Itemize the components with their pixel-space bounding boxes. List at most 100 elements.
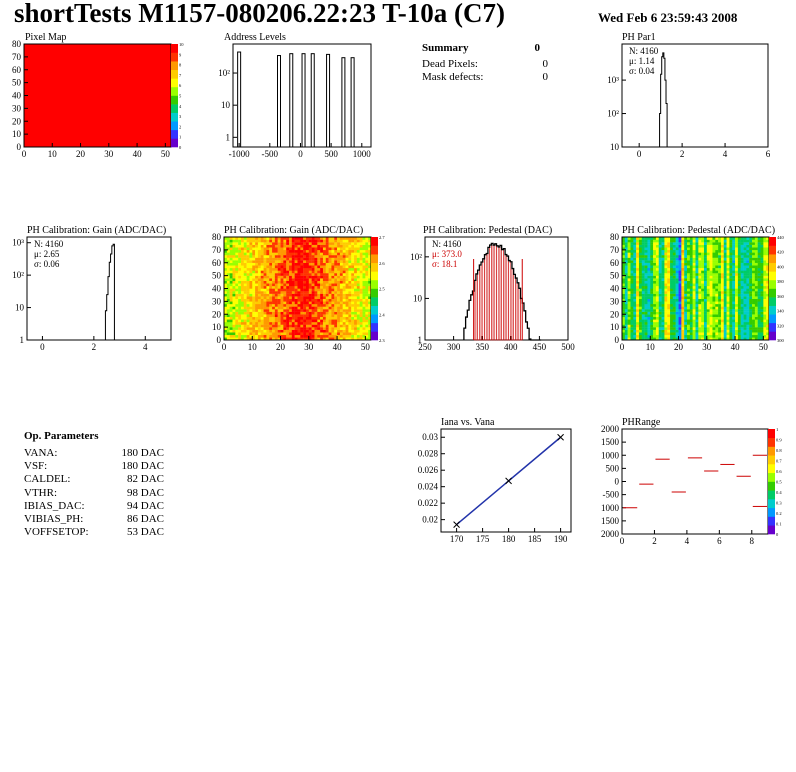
heatmap-cell — [266, 303, 270, 307]
heatmap-cell — [339, 334, 343, 338]
heatmap-cell — [294, 298, 298, 302]
heatmap-cell — [294, 239, 298, 243]
colorbar-label: 10 — [179, 42, 184, 47]
heatmap-cell — [678, 247, 682, 251]
heatmap-cell — [622, 280, 626, 284]
heatmap-cell — [365, 237, 369, 240]
heatmap-cell — [226, 324, 230, 328]
heatmap-cell — [749, 306, 753, 310]
heatmap-cell — [317, 327, 321, 330]
heatmap-cell — [636, 334, 640, 338]
heatmap-cell — [653, 306, 657, 310]
heatmap-cell — [630, 273, 634, 276]
heatmap-cell — [269, 327, 273, 330]
heatmap-cell — [695, 311, 699, 315]
heatmap-cell — [289, 306, 293, 310]
heatmap-cell — [655, 301, 659, 305]
heatmap-cell — [706, 239, 710, 243]
y-tick-label: 10² — [218, 68, 230, 78]
heatmap-cell — [263, 306, 267, 310]
heatmap-cell — [729, 288, 733, 292]
heatmap-cell — [249, 296, 253, 299]
heatmap-cell — [749, 303, 753, 307]
heatmap-cell — [703, 270, 708, 274]
heatmap-cell — [322, 278, 326, 281]
heatmap-cell — [277, 332, 281, 336]
heatmap-cell — [698, 278, 702, 281]
heatmap-cell — [650, 247, 654, 251]
heatmap-cell — [624, 267, 628, 271]
heatmap-cell — [749, 327, 753, 330]
heatmap-cell — [274, 291, 278, 294]
heatmap-cell — [653, 237, 657, 240]
heatmap-cell — [308, 309, 312, 312]
heatmap-cell — [701, 296, 705, 299]
heatmap-cell — [272, 252, 276, 256]
heatmap-cell — [684, 337, 688, 341]
heatmap-cell — [322, 260, 326, 263]
heatmap-cell — [763, 296, 767, 299]
stat-label: μ: 2.65 — [34, 249, 60, 259]
heatmap-cell — [362, 288, 366, 292]
heatmap-cell — [701, 239, 705, 243]
heatmap-cell — [667, 293, 671, 297]
heatmap-cell — [297, 260, 301, 263]
heatmap-cell — [269, 252, 273, 256]
heatmap-cell — [331, 298, 335, 302]
heatmap-cell — [331, 267, 335, 271]
heatmap-cell — [362, 306, 366, 310]
heatmap-cell — [252, 244, 256, 248]
heatmap-cell — [624, 291, 628, 294]
heatmap-cell — [297, 291, 301, 294]
heatmap-cell — [308, 288, 312, 292]
heatmap-cell — [698, 314, 702, 318]
heatmap-cell — [689, 303, 693, 307]
heatmap-cell — [249, 321, 253, 325]
heatmap-cell — [334, 332, 338, 336]
heatmap-cell — [638, 332, 642, 336]
heatmap-cell — [308, 244, 312, 248]
heatmap-cell — [636, 303, 640, 307]
heatmap-cell — [334, 244, 338, 248]
heatmap-cell — [342, 311, 346, 315]
heatmap-cell — [300, 332, 304, 336]
heatmap-cell — [232, 303, 236, 307]
heatmap-cell — [678, 314, 682, 318]
heatmap-cell — [630, 314, 634, 318]
heatmap-cell — [359, 275, 363, 279]
heatmap-cell — [709, 293, 713, 297]
heatmap-cell — [754, 285, 758, 289]
heatmap-cell — [342, 249, 346, 253]
heatmap-cell — [337, 291, 341, 294]
heatmap-cell — [743, 332, 747, 336]
heatmap-cell — [698, 337, 702, 341]
heatmap-cell — [257, 309, 261, 312]
heatmap-cell — [670, 252, 674, 256]
heatmap-cell — [647, 255, 651, 258]
heatmap-cell — [325, 260, 329, 263]
heatmap-cell — [695, 270, 699, 274]
heatmap-cell — [280, 255, 284, 258]
heatmap-cell — [294, 329, 298, 333]
heatmap-cell — [325, 332, 329, 336]
heatmap-cell — [342, 329, 346, 333]
heatmap-cell — [732, 291, 736, 294]
heatmap-cell — [664, 337, 668, 341]
heatmap-cell — [757, 296, 761, 299]
heatmap-cell — [305, 239, 310, 243]
heatmap-cell — [641, 334, 645, 338]
heatmap-cell — [712, 321, 716, 325]
heatmap-cell — [331, 244, 335, 248]
heatmap-cell — [636, 242, 640, 245]
heatmap-cell — [294, 316, 298, 320]
heatmap-cell — [354, 237, 358, 240]
heatmap-cell — [667, 265, 671, 269]
heatmap-cell — [650, 262, 654, 266]
heatmap-cell — [638, 239, 642, 243]
heatmap-cell — [667, 244, 671, 248]
heatmap-cell — [359, 303, 363, 307]
heatmap-cell — [320, 239, 324, 243]
heatmap-cell — [720, 249, 724, 253]
heatmap-cell — [633, 260, 637, 263]
heatmap-cell — [732, 288, 736, 292]
